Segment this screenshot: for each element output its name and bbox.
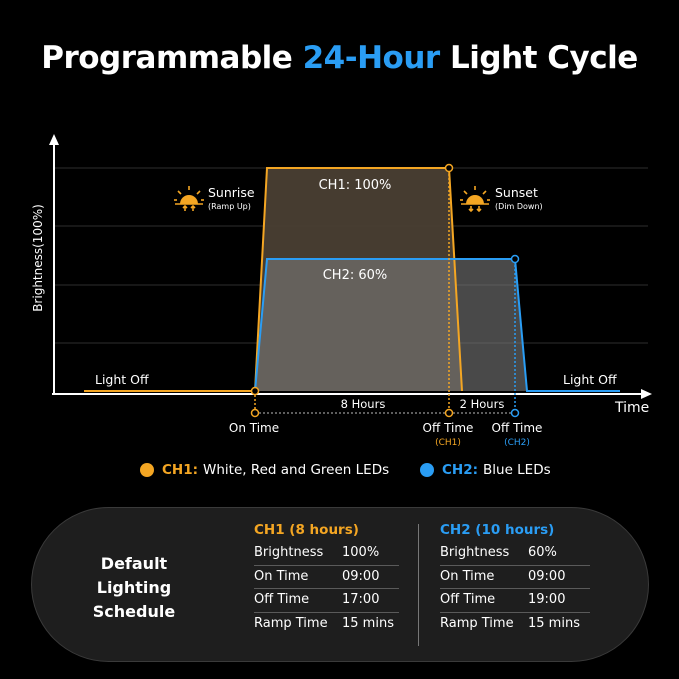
table-row: Off Time 17:00 (254, 589, 399, 613)
ch2-legend-text: Blue LEDs (483, 462, 551, 478)
ch2-off-time-label: Off Time (492, 421, 543, 435)
ch1-peak-end-dot (444, 163, 454, 173)
ch1-row-value: 17:00 (342, 592, 380, 607)
sunset-icon (460, 186, 490, 213)
ch1-legend-key: CH1: (162, 462, 198, 478)
ch2-legend-dot (420, 463, 434, 477)
light-off-left-label: Light Off (95, 372, 149, 387)
legend-ch2: CH2: Blue LEDs (420, 462, 551, 478)
ch2-legend-key: CH2: (442, 462, 478, 478)
ch1-legend-dot (140, 463, 154, 477)
ch2-row-key: Off Time (440, 592, 496, 607)
table-row: Ramp Time 15 mins (440, 613, 590, 636)
ch1-line (84, 167, 463, 392)
ch1-series-label: CH1: 100% (319, 178, 392, 193)
ch2-row-key: Brightness (440, 545, 510, 560)
schedule-divider (418, 524, 419, 646)
page-title: Programmable 24-Hour Light Cycle (0, 40, 679, 76)
ch1-row-key: Brightness (254, 545, 324, 560)
ch2-duration-label: 2 Hours (460, 397, 505, 411)
table-row: On Time 09:00 (440, 566, 590, 589)
table-row: Brightness 100% (254, 542, 399, 566)
ch2-series-label: CH2: 60% (323, 268, 388, 283)
table-row: Off Time 19:00 (440, 589, 590, 613)
sunrise-icon (174, 186, 204, 211)
sunrise-sub-label: (Ramp Up) (208, 202, 251, 211)
ch1-off-time-label: Off Time (423, 421, 474, 435)
table-row: Ramp Time 15 mins (254, 613, 399, 636)
ch2-row-value: 09:00 (528, 568, 566, 584)
ch2-schedule: CH2 (10 hours) Brightness 60% On Time 09:0… (440, 518, 590, 635)
x-axis-arrow (641, 389, 652, 399)
ch2-peak-end-dot (510, 254, 520, 264)
title-highlight: 24-Hour (302, 40, 441, 76)
light-off-right-label: Light Off (563, 372, 617, 387)
ch1-off-dot (444, 408, 454, 418)
schedule-label-line1: Default Lighting (96, 554, 172, 597)
schedule-label-line2: Schedule (92, 602, 176, 621)
on-time-label: On Time (229, 421, 279, 435)
y-axis-arrow (49, 134, 59, 145)
ch2-row-value: 19:00 (528, 592, 566, 607)
on-time-top-dot (250, 386, 260, 396)
ch2-area (255, 259, 527, 391)
ch2-row-key: Ramp Time (440, 615, 514, 631)
ch1-row-key: Off Time (254, 592, 310, 607)
ch1-duration-label: 8 Hours (341, 397, 386, 411)
ch1-off-time-sub: (CH1) (435, 438, 461, 448)
default-schedule-panel: Default Lighting Schedule CH1 (8 hours) … (31, 507, 649, 662)
ch2-schedule-header: CH2 (10 hours) (440, 522, 555, 538)
sunrise-label: Sunrise (208, 185, 255, 200)
ch1-row-value: 09:00 (342, 568, 380, 584)
table-row: Brightness 60% (440, 542, 590, 566)
table-row: On Time 09:00 (254, 566, 399, 589)
y-axis-label: Brightness(100%) (31, 204, 45, 312)
schedule-panel-label: Default Lighting Schedule (64, 552, 204, 624)
ch2-off-dot (510, 408, 520, 418)
sunset-label: Sunset (495, 185, 538, 200)
ch2-row-key: On Time (440, 568, 495, 584)
title-suffix: Light Cycle (439, 40, 638, 76)
title-prefix: Programmable (41, 40, 303, 76)
ch1-row-key: On Time (254, 568, 309, 584)
ch1-schedule: CH1 (8 hours) Brightness 100% On Time 09:0… (254, 518, 399, 635)
ch1-row-value: 15 mins (342, 615, 394, 631)
x-axis-label: Time (614, 400, 649, 416)
on-time-dot (250, 408, 260, 418)
ch2-row-value: 60% (528, 545, 557, 560)
ch1-row-value: 100% (342, 545, 380, 560)
ch2-row-value: 15 mins (528, 615, 580, 631)
ch1-legend-text: White, Red and Green LEDs (203, 462, 390, 478)
ch1-schedule-header: CH1 (8 hours) (254, 522, 359, 538)
ch1-row-key: Ramp Time (254, 615, 328, 631)
ch2-off-time-sub: (CH2) (504, 438, 530, 448)
legend-ch1: CH1: White, Red and Green LEDs (140, 462, 389, 478)
sunset-sub-label: (Dim Down) (495, 202, 543, 211)
